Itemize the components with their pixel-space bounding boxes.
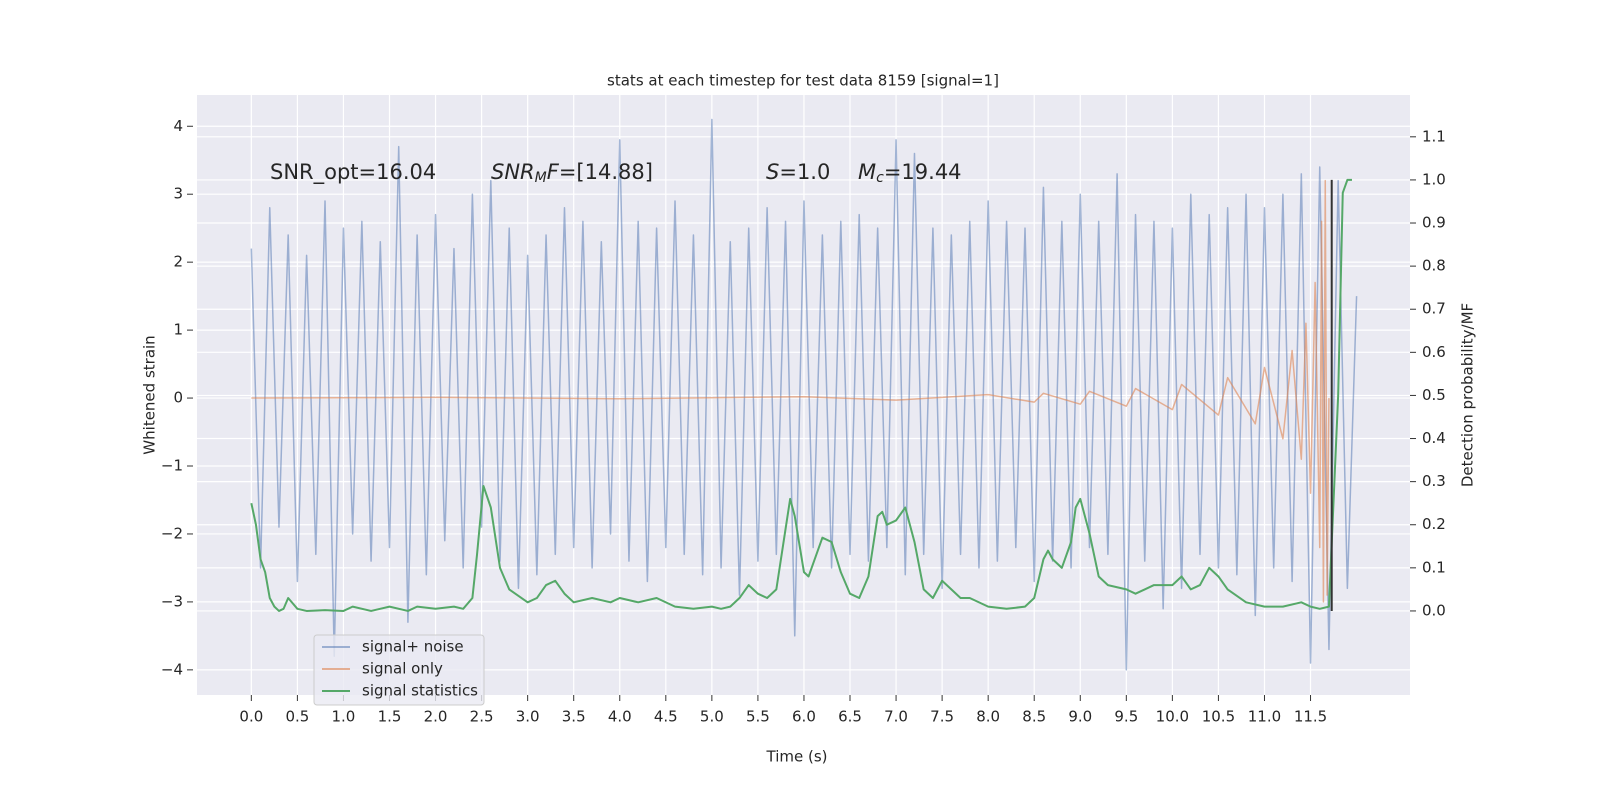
series-line [250,178,1352,612]
y-tick-label: 1 [173,321,183,339]
annotation: Mc=19.44 [858,160,962,186]
y-tick-label: 0 [173,389,183,407]
annotation-part: =19.44 [884,160,962,184]
y2-tick-label: 0.3 [1422,472,1446,490]
x-tick-label: 1.5 [378,708,402,726]
x-tick-label: 6.5 [838,708,862,726]
annotation-part: S [766,160,779,184]
y2-tick-label: 0.9 [1422,214,1446,232]
x-tick-label: 7.0 [884,708,908,726]
y2-tick-label: 0.2 [1422,515,1446,533]
annotation-part: M [535,170,547,186]
x-tick-label: 11.5 [1294,708,1327,726]
x-tick-label: 2.5 [470,708,494,726]
y2-tick-label: 0.6 [1422,343,1446,361]
y-axis-label: Whitened strain [141,335,159,454]
annotation: SNRMF=[14.88] [491,160,653,186]
chart-title: stats at each timestep for test data 815… [607,72,999,90]
x-tick-label: 3.0 [516,708,540,726]
x-tick-label: 0.0 [239,708,263,726]
annotation-part: SNR_opt=16.04 [270,160,436,185]
legend: signal+ noise signal only signal statistic… [313,634,485,706]
x-tick-label: 1.0 [332,708,356,726]
x-tick-label: 10.5 [1202,708,1235,726]
x-tick-label: 8.5 [1022,708,1046,726]
x-tick-label: 8.0 [976,708,1000,726]
annotation-part: c [876,170,884,186]
y2-tick-label: 0.5 [1422,386,1446,404]
series-line [250,118,1358,671]
annotation-part: F [547,160,560,184]
x-tick-label: 2.0 [424,708,448,726]
x-tick-label: 0.5 [285,708,309,726]
x-tick-label: 11.0 [1248,708,1281,726]
x-tick-label: 10.0 [1156,708,1189,726]
x-tick-label: 5.0 [700,708,724,726]
y-tick-label: 4 [173,117,183,135]
annotation: SNR_opt=16.04 [270,160,436,185]
y2-tick-label: 1.0 [1422,170,1446,188]
x-tick-label: 7.5 [930,708,954,726]
x-tick-label: 4.5 [654,708,678,726]
legend-label: signal statistics [362,682,478,700]
y-tick-label: −1 [161,457,183,475]
y-tick-label: −4 [161,660,183,678]
x-tick-label: 6.0 [792,708,816,726]
x-tick-label: 9.5 [1114,708,1138,726]
annotation: S=1.0 [766,160,830,184]
y2-tick-label: 0.4 [1422,429,1446,447]
x-tick-label: 4.0 [608,708,632,726]
annotation-part: SNR [491,160,535,184]
y-tick-label: −2 [161,524,183,542]
y2-tick-label: 0.8 [1422,257,1446,275]
y-tick-label: 3 [173,185,183,203]
y2-tick-label: 0.1 [1422,558,1446,576]
x-axis-label: Time (s) [766,748,828,766]
legend-box [313,634,485,706]
x-tick-label: 5.5 [746,708,770,726]
annotation-part: =[14.88] [559,160,653,184]
y-tick-label: 2 [173,253,183,271]
y2-tick-label: 0.7 [1422,300,1446,318]
annotation-part: M [858,160,876,184]
series-line [251,179,1330,603]
legend-label: signal+ noise [362,638,464,656]
y-tick-label: −3 [161,592,183,610]
y2-axis-label: Detection probability/MF [1459,303,1477,487]
annotation-part: =1.0 [779,160,830,184]
x-tick-label: 9.0 [1068,708,1092,726]
x-tick-label: 3.5 [562,708,586,726]
y2-tick-label: 1.1 [1422,127,1446,145]
y2-tick-label: 0.0 [1422,601,1446,619]
legend-label: signal only [362,660,443,678]
